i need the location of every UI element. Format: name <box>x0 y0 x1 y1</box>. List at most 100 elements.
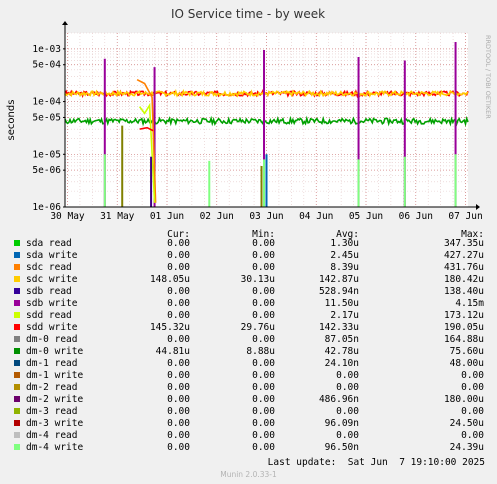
legend-min-value: 0.00 <box>252 250 275 261</box>
legend-min-value: 30.13u <box>240 274 275 285</box>
legend-avg-value: 0.00 <box>336 430 359 441</box>
legend-swatch <box>14 360 20 366</box>
legend-row: dm-0 write 44.81u 8.88u 42.78u 75.60u <box>12 346 492 358</box>
legend-series-name: dm-3 read <box>26 406 78 417</box>
y-tick-label: 1e-03 <box>32 44 61 55</box>
legend-cur-value: 0.00 <box>167 418 190 429</box>
legend-avg-value: 42.78u <box>324 346 359 357</box>
series-line <box>64 88 469 98</box>
legend-avg-value: 0.00 <box>336 382 359 393</box>
legend-max-value: 4.15m <box>455 298 484 309</box>
last-update: Last update: Sat Jun 7 19:10:00 2025 <box>267 457 485 468</box>
legend-avg-value: 96.09n <box>324 418 359 429</box>
legend-series-name: sdd read <box>26 310 72 321</box>
legend-max-value: 180.42u <box>443 274 484 285</box>
legend-series-name: dm-0 read <box>26 334 78 345</box>
legend-series-name: sdb write <box>26 298 78 309</box>
legend-swatch <box>14 372 20 378</box>
legend-cur-value: 0.00 <box>167 262 190 273</box>
legend-row: dm-2 read 0.00 0.00 0.00 0.00 <box>12 382 492 394</box>
legend-avg-value: 528.94n <box>318 286 359 297</box>
munin-version: Munin 2.0.33-1 <box>220 470 277 479</box>
legend-swatch <box>14 336 20 342</box>
chart: 1e-06 5e-06 1e-05 5e-05 1e-04 5e-04 1e-03 30 Ma… <box>6 7 492 222</box>
legend-swatch <box>14 432 20 438</box>
legend-avg-value: 142.33u <box>318 322 359 333</box>
legend-cur-value: 148.05u <box>149 274 190 285</box>
legend-cur-value: 0.00 <box>167 250 190 261</box>
legend-max-value: 173.12u <box>443 310 484 321</box>
legend-max-value: 0.00 <box>461 430 484 441</box>
legend-row: sdd read 0.00 0.00 2.17u 173.12u <box>12 310 492 322</box>
legend-max-value: 0.00 <box>461 406 484 417</box>
series-line <box>138 102 156 203</box>
y-tick-label: 5e-04 <box>32 60 61 71</box>
legend-series-name: dm-2 read <box>26 382 78 393</box>
legend-cur-value: 0.00 <box>167 394 190 405</box>
legend-cur-value: 0.00 <box>167 238 190 249</box>
legend-row: sda read 0.00 0.00 1.30u 347.35u <box>12 238 492 250</box>
legend-swatch <box>14 240 20 246</box>
legend-series-name: sdc write <box>26 274 78 285</box>
legend-min-value: 0.00 <box>252 262 275 273</box>
legend-avg-value: 87.05n <box>324 334 359 345</box>
x-tick-label: 02 Jun <box>200 211 234 222</box>
legend-avg-value: 142.87u <box>318 274 359 285</box>
legend-series-name: sdc read <box>26 262 72 273</box>
x-axis-arrow <box>476 204 480 210</box>
y-tick-label: 5e-06 <box>32 165 61 176</box>
legend-header-min: Min: <box>252 229 275 240</box>
legend-avg-value: 2.45u <box>330 250 359 261</box>
legend-min-value: 0.00 <box>252 418 275 429</box>
legend-min-value: 29.76u <box>240 322 275 333</box>
legend-cur-value: 0.00 <box>167 406 190 417</box>
legend-max-value: 164.88u <box>443 334 484 345</box>
legend-swatch <box>14 420 20 426</box>
x-tick-label: 03 Jun <box>249 211 283 222</box>
legend-min-value: 0.00 <box>252 430 275 441</box>
legend-row: sda write 0.00 0.00 2.45u 427.27u <box>12 250 492 262</box>
legend-max-value: 0.00 <box>461 382 484 393</box>
series-line <box>64 115 469 127</box>
legend-cur-value: 44.81u <box>155 346 190 357</box>
x-tick-label: 04 Jun <box>299 211 333 222</box>
legend-min-value: 8.88u <box>246 346 275 357</box>
legend-swatch <box>14 300 20 306</box>
legend-avg-value: 8.39u <box>330 262 359 273</box>
legend-cur-value: 0.00 <box>167 286 190 297</box>
series-sdd-read <box>138 102 156 203</box>
legend-row: dm-4 write 0.00 0.00 96.50n 24.39u <box>12 442 492 454</box>
legend-header-cur: Cur: <box>167 229 190 240</box>
legend-max-value: 427.27u <box>443 250 484 261</box>
series-dm-0-read <box>139 126 154 132</box>
legend-min-value: 0.00 <box>252 358 275 369</box>
legend-row: dm-2 write 0.00 0.00 486.96n 180.00u <box>12 394 492 406</box>
legend-row: sdb read 0.00 0.00 528.94n 138.40u <box>12 286 492 298</box>
legend-swatch <box>14 276 20 282</box>
legend-series-name: dm-3 write <box>26 418 84 429</box>
y-tick-label: 1e-04 <box>32 97 61 108</box>
legend-min-value: 0.00 <box>252 442 275 453</box>
legend-series-name: sdd write <box>26 322 78 333</box>
legend-swatch <box>14 264 20 270</box>
x-tick-label: 07 Jun <box>448 211 482 222</box>
legend-min-value: 0.00 <box>252 310 275 321</box>
chart-title: IO Service time - by week <box>171 7 325 21</box>
legend-cur-value: 0.00 <box>167 334 190 345</box>
legend-row: dm-1 read 0.00 0.00 24.10n 48.00u <box>12 358 492 370</box>
legend-series-name: sda read <box>26 238 72 249</box>
legend-cur-value: 0.00 <box>167 358 190 369</box>
series-dm-0-write <box>64 115 469 127</box>
legend-series-name: dm-2 write <box>26 394 84 405</box>
series-dm-3-read <box>121 125 263 207</box>
legend-row: sdc read 0.00 0.00 8.39u 431.76u <box>12 262 492 274</box>
legend-row: dm-3 write 0.00 0.00 96.09n 24.50u <box>12 418 492 430</box>
legend-cur-value: 145.32u <box>149 322 190 333</box>
legend-min-value: 0.00 <box>252 394 275 405</box>
legend-swatch <box>14 384 20 390</box>
legend-series-name: dm-1 write <box>26 370 84 381</box>
legend-cur-value: 0.00 <box>167 442 190 453</box>
legend-row: sdb write 0.00 0.00 11.50u 4.15m <box>12 298 492 310</box>
legend-avg-value: 96.50n <box>324 442 359 453</box>
x-tick-label: 30 May <box>50 211 85 222</box>
